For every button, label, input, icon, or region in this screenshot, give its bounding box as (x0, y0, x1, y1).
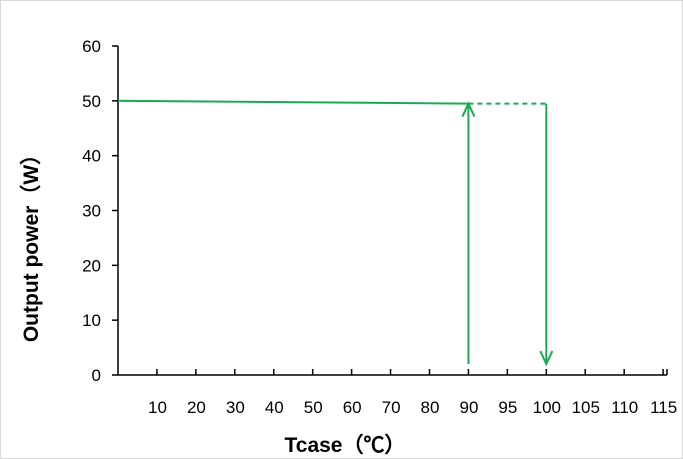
x-tick-label: 10 (148, 398, 167, 417)
y-tick-label: 50 (82, 92, 101, 111)
axes (117, 46, 667, 376)
x-tick-label: 30 (226, 398, 245, 417)
arrows-layer (461, 101, 554, 367)
arrow-head-up (461, 101, 476, 117)
y-tick-label: 30 (82, 202, 101, 221)
y-tick-label: 10 (82, 311, 101, 330)
y-tick-label: 0 (92, 366, 101, 385)
x-axis-title: Tcase（℃） (285, 433, 406, 457)
y-tick-label: 40 (82, 147, 101, 166)
x-tick-label: 70 (382, 398, 401, 417)
x-tick-label: 105 (572, 398, 600, 417)
y-ticks: 0 10 20 30 40 50 60 (82, 37, 118, 385)
x-tick-label: 100 (533, 398, 561, 417)
y-tick-label: 20 (82, 256, 101, 275)
x-ticks: 10 20 30 40 50 60 70 80 90 95 100 105 110 115 (148, 369, 677, 417)
x-tick-label: 110 (611, 398, 638, 417)
x-tick-label: 115 (650, 398, 677, 417)
x-tick-label: 20 (187, 398, 206, 417)
x-tick-label: 50 (304, 398, 323, 417)
y-tick-label: 60 (82, 37, 101, 56)
arrow-head-down (539, 350, 554, 367)
x-tick-label: 60 (343, 398, 362, 417)
x-tick-label: 40 (265, 398, 284, 417)
x-tick-label: 80 (421, 398, 440, 417)
x-tick-label: 95 (498, 398, 517, 417)
power-line (117, 99, 469, 105)
series-layer (117, 99, 547, 105)
x-tick-label: 90 (459, 398, 478, 417)
y-axis-title: Output power（W） (19, 144, 43, 342)
